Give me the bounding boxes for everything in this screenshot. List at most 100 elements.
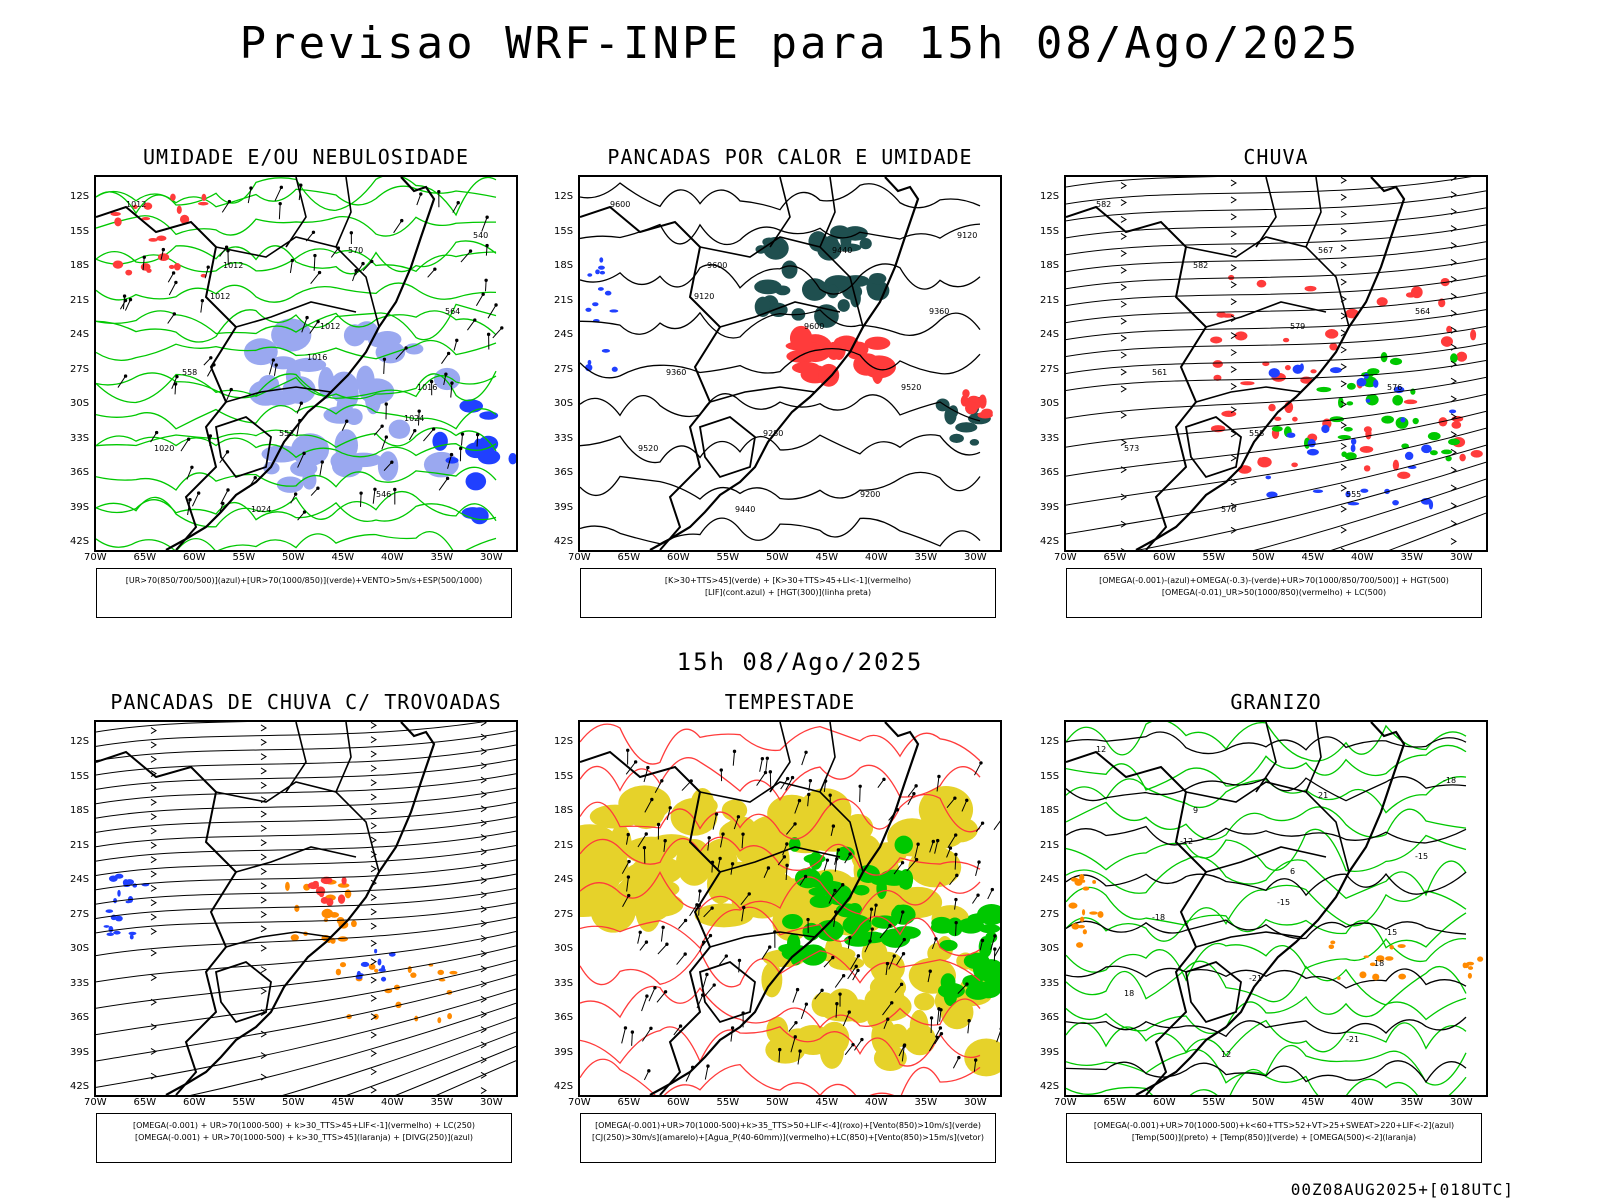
field-patch	[146, 268, 152, 273]
state-border	[235, 301, 357, 328]
vector-head	[954, 897, 958, 902]
field-patch	[818, 363, 840, 387]
wind-vector	[160, 249, 164, 260]
stream-arrow	[370, 1068, 377, 1076]
wind-vector	[313, 255, 316, 271]
contour-label: 1012	[126, 200, 146, 209]
stream-arrow	[480, 722, 487, 727]
wind-green	[778, 835, 921, 966]
vector-head	[665, 942, 669, 946]
field-patch	[291, 433, 330, 467]
field-patch	[623, 836, 679, 865]
wind-vector	[888, 955, 895, 970]
wind-vector	[663, 840, 666, 852]
field-patch	[1325, 329, 1339, 339]
stream-arrow	[150, 927, 157, 935]
field-patch	[1373, 379, 1379, 388]
streamline	[96, 773, 516, 805]
latitude-tick-label: 36S	[554, 1012, 574, 1023]
latitude-tick-label: 30S	[554, 398, 574, 409]
stream-arrow	[150, 884, 157, 892]
field-patch	[604, 290, 612, 296]
contour-line	[96, 372, 497, 400]
thunder-red	[307, 876, 347, 907]
legend-line: [LIF](cont.azul) + [HGT(300)](linha pret…	[704, 588, 872, 597]
wind-vector	[452, 202, 459, 213]
wind-vector	[907, 785, 917, 797]
stream-arrow	[260, 987, 267, 995]
field-patch	[364, 380, 382, 415]
rain-blue-field	[1265, 363, 1457, 510]
wind-vector	[648, 987, 656, 1002]
latitude-tick-label: 30S	[70, 943, 90, 954]
contour-line	[580, 309, 981, 339]
vector-head	[965, 982, 969, 986]
longitude-tick-label: 45W	[815, 1097, 839, 1108]
field-patch	[1256, 279, 1267, 288]
uruguay-region	[214, 960, 272, 1024]
wind-vectors	[621, 748, 1000, 1082]
latitude-tick-label: 36S	[554, 467, 574, 478]
stream-arrow	[480, 791, 487, 798]
stream-arrow	[1120, 493, 1127, 501]
wind-vector	[453, 340, 458, 351]
field-patch	[1441, 449, 1453, 455]
stream-arrow	[370, 994, 377, 1002]
field-patch	[1385, 956, 1394, 961]
longitude-tick-label: 50W	[1252, 1097, 1275, 1108]
vector-head	[990, 887, 995, 892]
contour-line	[1066, 965, 1467, 989]
field-patch	[964, 1038, 1000, 1077]
field-patch	[1392, 459, 1400, 471]
vector-head	[249, 186, 253, 190]
map-frame: 9600 9600 9600 9520 9520 9440 9440 9360 9360 9280…	[578, 175, 1002, 552]
wind-vector	[289, 260, 293, 273]
stream-arrow	[1340, 421, 1347, 429]
latitude-tick-label: 39S	[554, 1046, 574, 1058]
vector-head	[305, 315, 309, 320]
wind-vector	[427, 268, 436, 278]
vector-head	[485, 243, 489, 248]
streamline	[1066, 309, 1486, 341]
wind-vector	[621, 1027, 626, 1044]
latitude-tick-label: 15S	[554, 770, 574, 782]
latitude-tick-label: 21S	[554, 294, 574, 306]
state-border	[1205, 846, 1327, 873]
field-patch	[1097, 911, 1104, 918]
contour-label: 1012	[223, 261, 243, 270]
field-patch	[449, 970, 458, 975]
streamline	[1066, 241, 1486, 273]
field-patch	[176, 205, 182, 215]
wind-vector	[782, 843, 788, 856]
vector-head	[225, 450, 230, 454]
wind-vector	[847, 937, 851, 949]
stream-arrow	[480, 1041, 487, 1049]
latitude-tick-label: 27S	[70, 908, 90, 920]
longitude-tick-label: 55W	[1202, 552, 1226, 563]
contour-line	[1066, 776, 1467, 814]
vector-head	[171, 271, 176, 275]
wind-vector	[975, 822, 983, 832]
contour-label: 1012	[320, 322, 340, 331]
contour-line	[1066, 744, 1467, 791]
field-patch	[870, 951, 905, 984]
streamline	[96, 722, 247, 733]
streamline	[1388, 512, 1486, 550]
wind-vector	[207, 364, 215, 377]
streamline	[1066, 258, 1486, 290]
field-patch	[1266, 491, 1278, 499]
contour-line	[96, 282, 497, 303]
field-patch	[368, 963, 376, 970]
field-patch	[842, 914, 872, 936]
longitude-tick-label: 60W	[183, 552, 206, 563]
field-patch	[437, 1017, 442, 1024]
vector-head	[663, 839, 667, 843]
omega-orange-east	[1328, 940, 1407, 981]
wind-vector	[732, 751, 736, 766]
stream-arrow	[1230, 196, 1237, 204]
vector-head	[806, 917, 810, 922]
stream-arrow	[150, 998, 157, 1006]
field-patch	[1221, 410, 1237, 417]
contour-line	[580, 182, 981, 211]
field-patch	[1271, 426, 1283, 432]
